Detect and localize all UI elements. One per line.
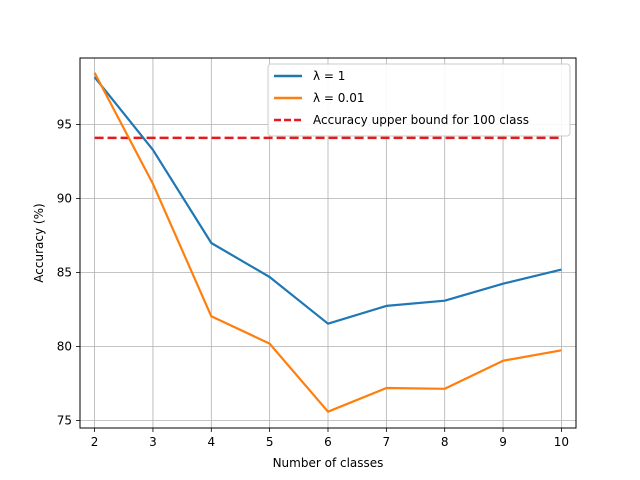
legend-label: λ = 0.01 — [313, 91, 365, 105]
x-tick-label: 6 — [324, 435, 332, 449]
y-tick-label: 80 — [57, 340, 72, 354]
x-tick-label: 2 — [91, 435, 99, 449]
y-tick-label: 90 — [57, 192, 72, 206]
legend-label: λ = 1 — [313, 69, 345, 83]
x-tick-label: 4 — [207, 435, 215, 449]
x-tick-label: 7 — [383, 435, 391, 449]
legend-label: Accuracy upper bound for 100 class — [313, 113, 529, 127]
legend-box — [267, 63, 571, 137]
x-tick-label: 3 — [149, 435, 157, 449]
series-line-2 — [93, 72, 562, 413]
series-layer — [93, 72, 562, 413]
x-tick-label: 8 — [441, 435, 449, 449]
x-axis-label: Number of classes — [273, 456, 384, 470]
axis-ticks: 2 3 4 5 6 7 8 9 10 75 80 85 90 95 — [57, 118, 569, 449]
x-tick-label: 9 — [499, 435, 507, 449]
x-tick-label: 5 — [266, 435, 274, 449]
x-tick-label: 10 — [554, 435, 569, 449]
y-tick-label: 95 — [57, 118, 72, 132]
y-tick-label: 75 — [57, 414, 72, 428]
y-tick-label: 85 — [57, 266, 72, 280]
y-axis-label: Accuracy (%) — [32, 203, 46, 282]
series-line-1 — [93, 76, 562, 325]
legend: λ = 1 λ = 0.01 Accuracy upper bound for 10… — [267, 63, 571, 137]
